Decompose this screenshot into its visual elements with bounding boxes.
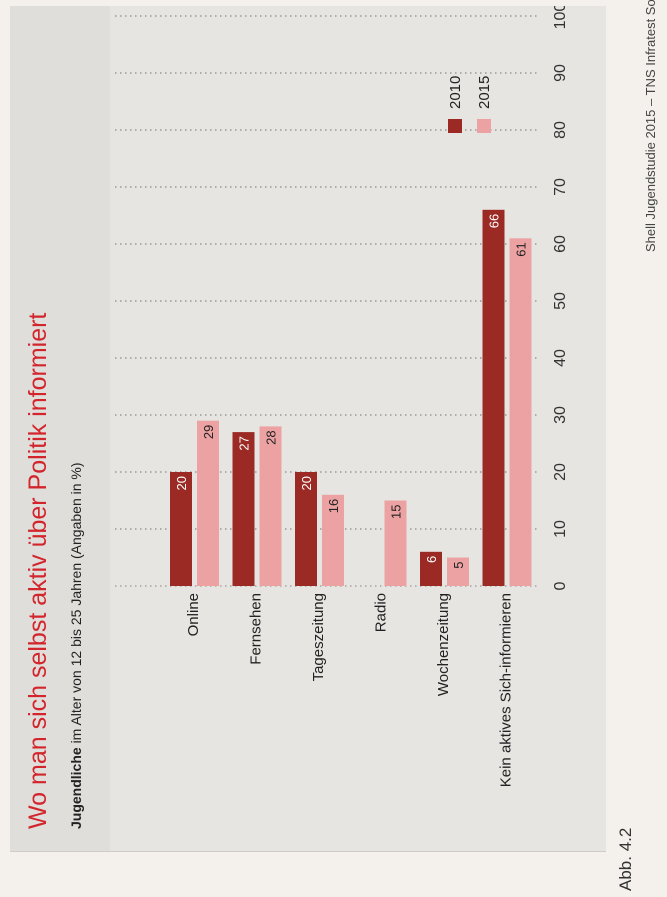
- x-tick-label: 40: [552, 349, 569, 367]
- data-label: 5: [451, 562, 466, 569]
- data-label: 27: [237, 436, 252, 450]
- x-tick-label: 100: [552, 6, 569, 29]
- bar-2015: [259, 426, 282, 586]
- legend-label: 2010: [447, 76, 464, 109]
- data-label: 20: [299, 476, 314, 490]
- data-label: 16: [326, 499, 341, 513]
- category-label: Kein aktives Sich-informieren: [498, 593, 515, 787]
- data-label: 61: [514, 242, 529, 256]
- x-tick-label: 30: [552, 406, 569, 424]
- category-label: Wochenzeitung: [435, 593, 452, 696]
- bar-2015: [509, 238, 532, 586]
- bar-2010: [170, 472, 192, 586]
- x-tick-label: 90: [552, 64, 569, 82]
- bar-2015: [197, 420, 219, 586]
- data-label: 6: [424, 556, 439, 563]
- data-label: 29: [201, 425, 216, 439]
- category-label: Fernsehen: [248, 593, 265, 665]
- x-tick-label: 80: [552, 121, 569, 139]
- bar-2010: [482, 209, 505, 586]
- data-label: 28: [264, 430, 279, 444]
- x-tick-label: 50: [552, 292, 569, 310]
- bar-2010: [232, 432, 255, 586]
- bar-2015: [322, 494, 344, 586]
- bar-2010: [295, 472, 317, 586]
- bar-chart: 0 10 20 30 40 50 60 70 80 90 100 Online 20 29 Fernsehe…: [115, 6, 569, 787]
- x-tick-label: 20: [552, 463, 569, 481]
- legend-swatch-2010: [448, 119, 462, 133]
- x-tick-label: 10: [552, 520, 569, 538]
- x-tick-label: 60: [552, 235, 569, 253]
- data-label: 20: [174, 476, 189, 490]
- bar-2015: [384, 500, 407, 586]
- bar-2010: [420, 551, 442, 586]
- x-tick-label: 0: [552, 581, 569, 590]
- source-credit: Shell Jugendstudie 2015 – TNS Infratest …: [643, 0, 658, 252]
- category-label: Tageszeitung: [310, 593, 327, 681]
- chart-panel: Wo man sich selbst aktiv über Politik in…: [10, 6, 606, 852]
- bar-2015: [447, 557, 469, 586]
- legend-swatch-2015: [477, 119, 491, 133]
- data-label: 66: [487, 214, 502, 228]
- category-label: Radio: [373, 593, 390, 632]
- category-label: Online: [185, 593, 202, 636]
- data-label: 15: [389, 505, 404, 519]
- x-tick-label: 70: [552, 178, 569, 196]
- figure-label: Abb. 4.2: [616, 827, 635, 891]
- legend-label: 2015: [476, 76, 493, 109]
